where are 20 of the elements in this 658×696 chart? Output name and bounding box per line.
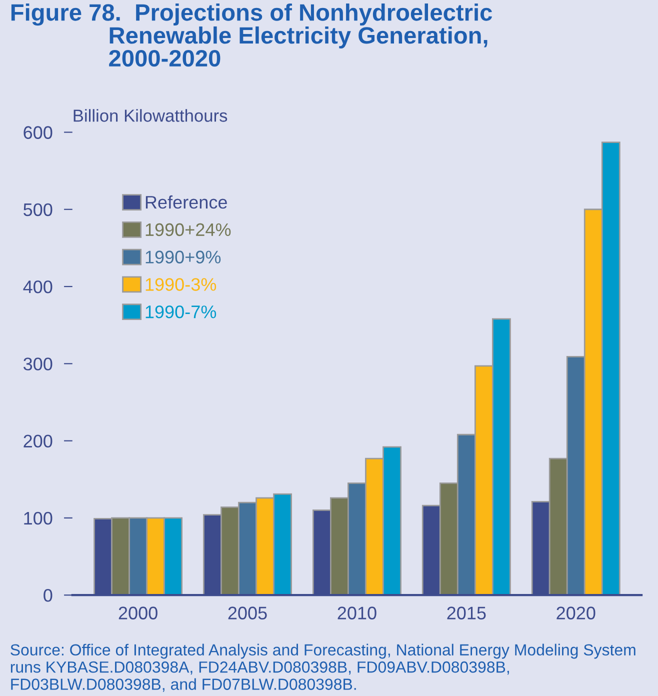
- x-tick-label: 2000: [118, 606, 158, 620]
- legend-label: 1990-3%: [146, 278, 216, 291]
- x-tick-label: 2015: [447, 606, 486, 620]
- y-tick-label: 0: [44, 589, 52, 602]
- legend-label: 1990-7%: [146, 305, 216, 318]
- legend-label: 1990+9%: [146, 250, 221, 264]
- y-tick-label: 600: [24, 126, 52, 139]
- y-tick-label: 300: [24, 358, 52, 370]
- legend-label: 1990+24%: [146, 223, 231, 236]
- y-tick-label: 500: [24, 203, 52, 216]
- x-tick-label: 2010: [338, 606, 376, 620]
- y-axis-title: Billion Kilowatthours: [74, 109, 228, 122]
- legend-label: Reference: [146, 195, 227, 209]
- source-note: Source: Office of Integrated Analysis and Forecasting, National Energy Modeling System runs KYBASE.D080398A, FD24ABV.D080398B, FD09ABV.D080398B, FD03BLW.D080398B, and FD07BLW.D080398B.: [10, 644, 636, 692]
- x-tick-label: 2020: [556, 606, 596, 620]
- y-tick-label: 400: [23, 280, 52, 294]
- y-tick-label: 200: [24, 434, 52, 448]
- x-tick-label: 2005: [228, 606, 267, 620]
- chart-title: Figure 78. Projections of Nonhydroelectric Renewable Electricity Generation, 2000-2020: [11, 3, 492, 67]
- y-tick-label: 100: [24, 512, 52, 525]
